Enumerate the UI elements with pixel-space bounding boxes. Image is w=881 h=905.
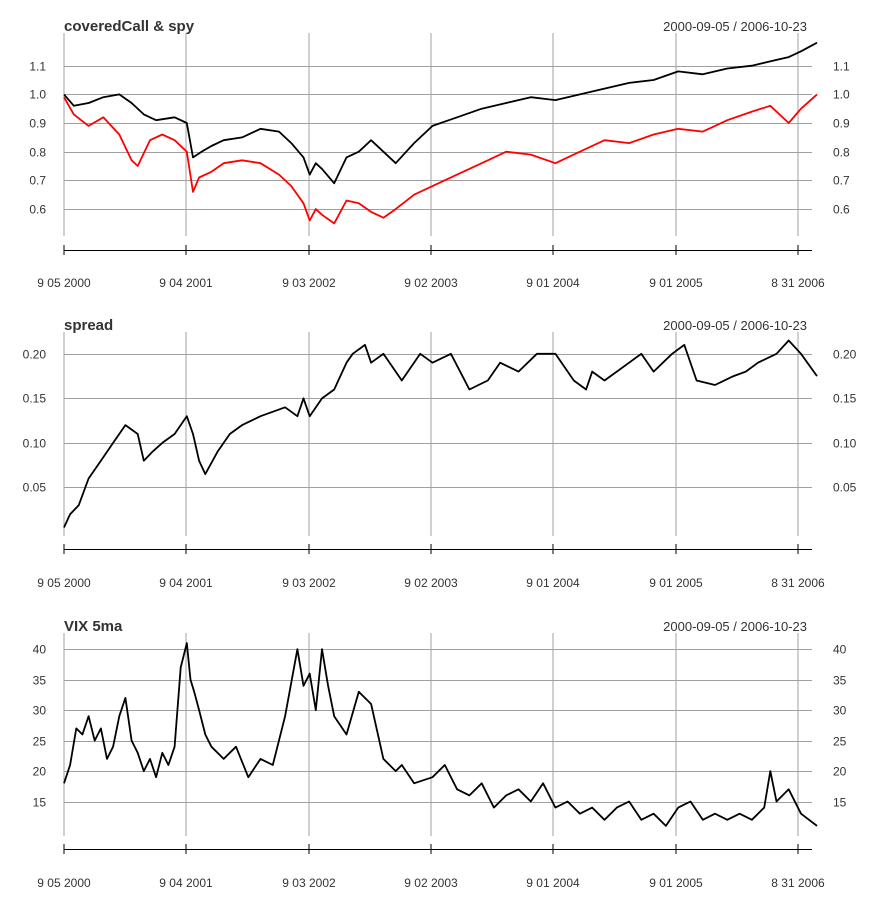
x-tick-label: 9 03 2002: [282, 576, 336, 590]
chart-title: VIX 5ma: [64, 618, 123, 635]
y-tick-label-left: 0.20: [23, 348, 47, 362]
x-tick-label: 9 01 2004: [526, 276, 580, 290]
date-range-label: 2000-09-05 / 2006-10-23: [663, 19, 807, 34]
y-tick-label-right: 1.0: [833, 88, 850, 102]
y-tick-label-left: 0.05: [23, 481, 47, 495]
y-tick-label-right: 30: [833, 704, 847, 718]
y-tick-label-right: 0.8: [833, 146, 850, 160]
date-range-label: 2000-09-05 / 2006-10-23: [663, 318, 807, 333]
chart-title: spread: [64, 317, 113, 334]
y-tick-label-left: 20: [33, 765, 47, 779]
x-tick-label: 9 02 2003: [404, 576, 458, 590]
y-tick-label-left: 15: [33, 796, 47, 810]
y-tick-label-right: 35: [833, 674, 847, 688]
y-tick-label-left: 1.1: [29, 60, 46, 74]
y-tick-label-left: 25: [33, 735, 47, 749]
y-tick-label-left: 35: [33, 674, 47, 688]
series-line-coveredcall: [63, 41, 818, 185]
y-tick-label-right: 0.9: [833, 117, 850, 131]
x-tick-label: 8 31 2006: [771, 576, 825, 590]
x-tick-label: 8 31 2006: [771, 276, 825, 290]
x-tick-label: 9 01 2005: [649, 576, 703, 590]
panel-2: 0.05 0.05 0.10 0.10 0.15 0.15 0.20 0.20 spread 20…: [23, 317, 857, 590]
date-range-label: 2000-09-05 / 2006-10-23: [663, 619, 807, 634]
y-tick-label-right: 15: [833, 796, 847, 810]
x-tick-label: 9 01 2004: [526, 876, 580, 890]
y-tick-label-right: 25: [833, 735, 847, 749]
x-tick-label: 9 03 2002: [282, 276, 336, 290]
series-line-spy: [63, 93, 818, 225]
y-tick-label-left: 1.0: [29, 88, 46, 102]
y-tick-label-right: 0.7: [833, 174, 850, 188]
y-tick-label-left: 0.15: [23, 392, 47, 406]
x-tick-label: 9 05 2000: [37, 876, 91, 890]
y-tick-label-left: 0.9: [29, 117, 46, 131]
y-tick-label-left: 30: [33, 704, 47, 718]
y-tick-label-right: 0.20: [833, 348, 857, 362]
series-line-spread: [63, 339, 818, 528]
panel-1: 0.6 0.6 0.7 0.7 0.8 0.8 0.9 0.9 1.0 1.0 1.1 1.1 cove…: [29, 18, 850, 290]
x-tick-label: 9 01 2004: [526, 576, 580, 590]
y-tick-label-right: 0.15: [833, 392, 857, 406]
y-tick-label-left: 40: [33, 643, 47, 657]
series-line-vix-5ma: [63, 642, 818, 827]
y-tick-label-right: 0.10: [833, 437, 857, 451]
x-tick-label: 9 02 2003: [404, 876, 458, 890]
x-tick-label: 9 01 2005: [649, 876, 703, 890]
y-tick-label-right: 1.1: [833, 60, 850, 74]
x-tick-label: 9 05 2000: [37, 276, 91, 290]
x-tick-label: 9 01 2005: [649, 276, 703, 290]
x-tick-label: 9 04 2001: [159, 576, 213, 590]
panel-3: 15 15 20 20 25 25 30 30 35 35 40 40 VIX 5ma 2000-09-0…: [33, 618, 847, 890]
y-tick-label-left: 0.10: [23, 437, 47, 451]
y-tick-label-right: 0.6: [833, 203, 850, 217]
chart-title: coveredCall & spy: [64, 18, 195, 35]
y-tick-label-left: 0.7: [29, 174, 46, 188]
y-tick-label-left: 0.6: [29, 203, 46, 217]
x-tick-label: 9 04 2001: [159, 876, 213, 890]
y-tick-label-left: 0.8: [29, 146, 46, 160]
x-tick-label: 8 31 2006: [771, 876, 825, 890]
x-tick-label: 9 02 2003: [404, 276, 458, 290]
x-tick-label: 9 04 2001: [159, 276, 213, 290]
y-tick-label-right: 40: [833, 643, 847, 657]
x-tick-label: 9 03 2002: [282, 876, 336, 890]
x-tick-label: 9 05 2000: [37, 576, 91, 590]
y-tick-label-right: 20: [833, 765, 847, 779]
y-tick-label-right: 0.05: [833, 481, 857, 495]
